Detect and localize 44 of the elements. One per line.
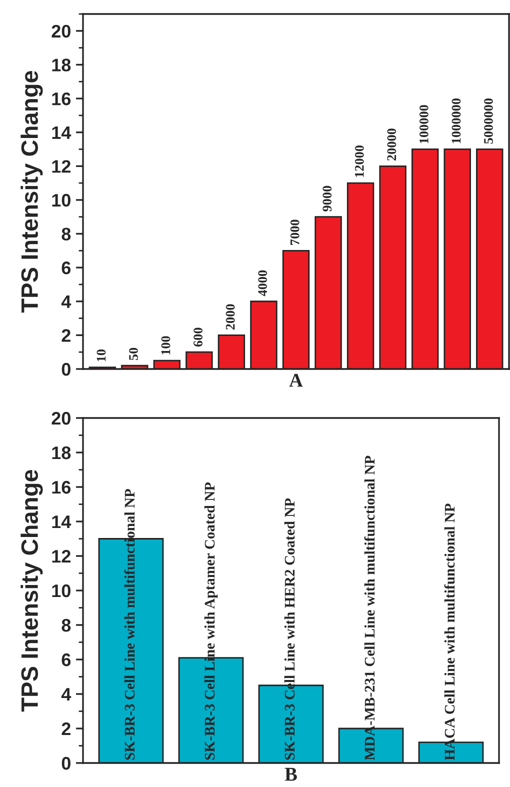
y-tick-label: 16 [52,92,71,106]
y-tick-label: 2 [62,329,70,342]
x-axis-title: A [289,374,303,387]
y-axis-title: TPS Intensity Change [20,470,43,712]
x-tick-label: SK-BR-3 Cell Line with multifunctional NP [124,489,135,760]
y-tick-label: 16 [52,480,71,494]
y-axis-title: TPS Intensity Change [20,70,43,313]
y-tick-label: 12 [52,160,70,173]
y-tick-label: 18 [52,446,71,460]
x-tick-label: SK-BR-3 Cell Line with HER2 Coated NP [284,498,295,760]
y-tick-label: 2 [62,722,70,736]
x-tick-label: 50 [129,348,138,360]
y-tick-label: 14 [52,126,72,139]
x-tick-label: 10 [96,350,106,362]
x-tick-label: 20000 [387,128,396,161]
y-tick-label: 14 [52,516,72,528]
y-tick-label: 18 [52,58,71,72]
x-tick-label: SK-BR-3 Cell Line with Aptamer Coated NP [204,482,218,760]
x-tick-label: 100000 [419,105,428,144]
x-tick-label: 12000 [354,145,364,177]
x-tick-label: 4000 [258,270,268,296]
x-tick-label: 7000 [290,220,300,245]
y-tick-label: 6 [62,653,71,666]
x-tick-label: 100 [161,336,170,354]
y-tick-label: 10 [52,194,70,207]
x-tick-label: 1000000 [452,98,461,144]
x-tick-label: 5000000 [484,98,493,144]
y-tick-label: 8 [62,618,71,632]
y-tick-label: 0 [62,362,70,376]
x-tick-label: 600 [194,328,202,347]
y-tick-label: 4 [61,296,72,308]
x-tick-label: MDA-MB-231 Cell Line with multifunctional NP [364,456,375,760]
y-tick-label: 8 [62,228,71,240]
x-tick-label: 2000 [226,304,235,330]
y-tick-label: 20 [52,24,70,38]
y-tick-label: 6 [62,262,71,274]
y-tick-label: 0 [62,756,70,770]
y-tick-label: 4 [61,688,72,701]
x-axis-title: B [284,768,297,781]
x-tick-label: 9000 [322,186,332,212]
y-tick-label: 20 [52,412,70,425]
y-tick-label: 12 [52,550,70,563]
y-tick-label: 10 [52,584,70,598]
x-tick-label: HACA Cell Line with multifunctional NP [444,504,455,760]
